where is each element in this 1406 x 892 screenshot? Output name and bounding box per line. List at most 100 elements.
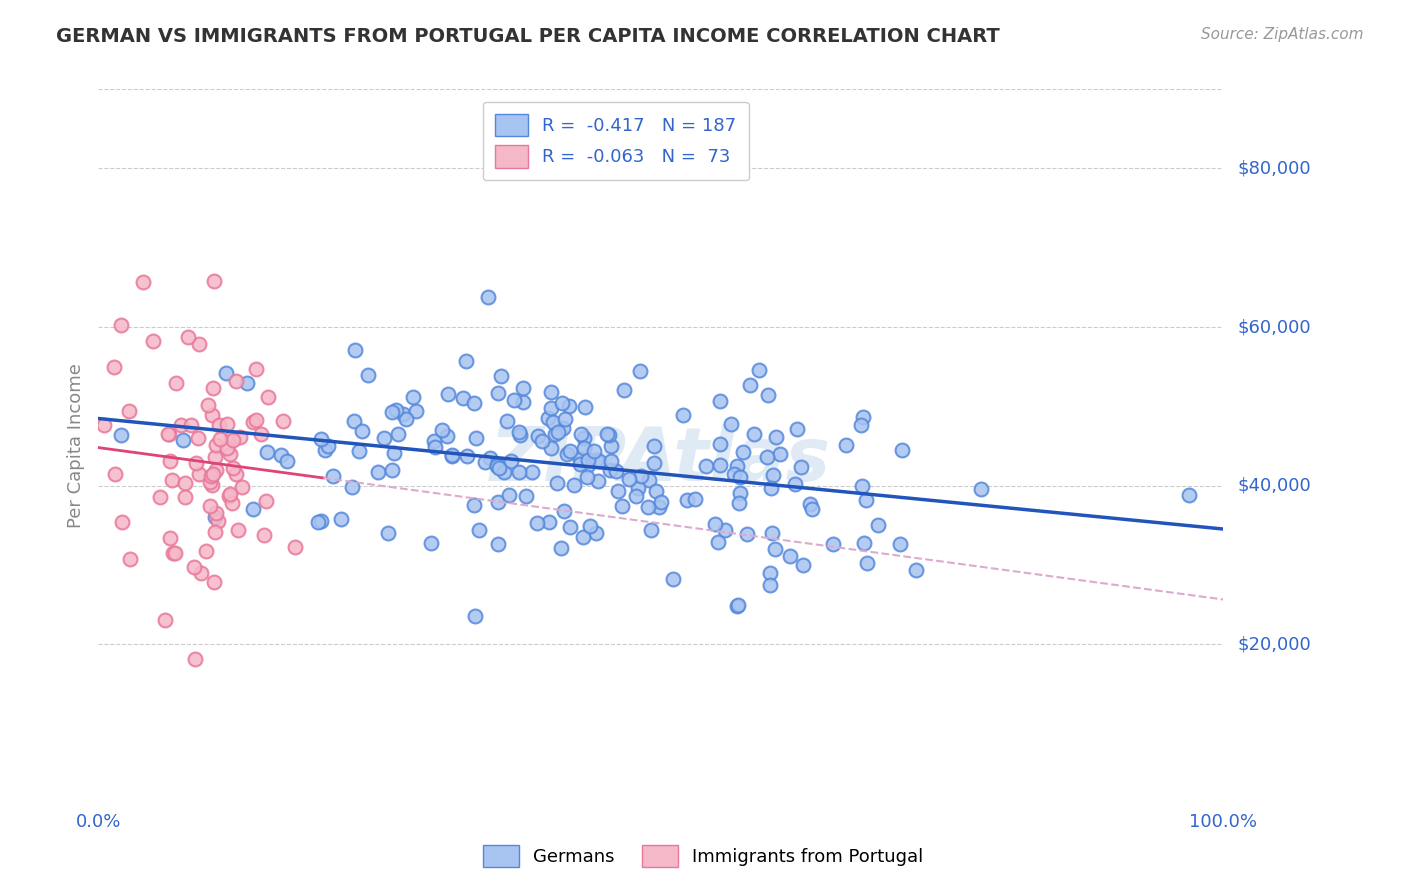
Germans	[486, 458, 509, 473]
Immigrants from Portugal	[225, 374, 247, 388]
Germans	[419, 536, 441, 550]
Immigrants from Portugal	[207, 514, 229, 528]
Germans	[309, 514, 332, 528]
Immigrants from Portugal	[231, 480, 253, 494]
Germans	[464, 431, 486, 445]
Germans	[377, 526, 399, 541]
Immigrants from Portugal	[218, 447, 240, 461]
Germans	[110, 427, 132, 442]
Germans	[627, 481, 650, 495]
Germans	[453, 392, 475, 406]
Germans	[423, 434, 446, 449]
Germans	[585, 525, 607, 540]
Germans	[613, 383, 636, 397]
Germans	[576, 453, 599, 467]
Germans	[905, 563, 928, 577]
Immigrants from Portugal	[200, 468, 222, 483]
Germans	[855, 492, 877, 507]
Germans	[381, 463, 404, 477]
Immigrants from Portugal	[271, 415, 294, 429]
Germans	[735, 527, 758, 541]
Germans	[763, 542, 786, 557]
Germans	[569, 457, 592, 471]
Germans	[568, 452, 591, 467]
Immigrants from Portugal	[149, 490, 172, 504]
Germans	[503, 392, 526, 407]
Germans	[855, 556, 877, 570]
Germans	[576, 470, 599, 484]
Germans	[486, 385, 509, 400]
Germans	[437, 386, 460, 401]
Germans	[491, 369, 513, 384]
Germans	[970, 482, 993, 496]
Germans	[600, 453, 623, 467]
Immigrants from Portugal	[256, 493, 278, 508]
Immigrants from Portugal	[197, 398, 219, 412]
Germans	[464, 609, 486, 624]
Germans	[727, 598, 749, 612]
Germans	[350, 424, 373, 438]
Immigrants from Portugal	[204, 575, 226, 590]
Immigrants from Portugal	[219, 487, 242, 501]
Germans	[704, 516, 727, 531]
Germans	[520, 465, 543, 479]
Germans	[557, 399, 579, 413]
Immigrants from Portugal	[202, 381, 225, 395]
Germans	[531, 434, 554, 449]
Text: $60,000: $60,000	[1237, 318, 1310, 336]
Immigrants from Portugal	[103, 359, 125, 374]
Germans	[474, 455, 496, 469]
Germans	[401, 390, 423, 404]
Germans	[546, 476, 568, 491]
Germans	[215, 366, 238, 380]
Immigrants from Portugal	[174, 475, 197, 490]
Germans	[610, 500, 633, 514]
Germans	[537, 410, 560, 425]
Immigrants from Portugal	[242, 415, 264, 429]
Germans	[762, 467, 785, 482]
Germans	[582, 444, 605, 458]
Germans	[742, 427, 765, 442]
Germans	[527, 429, 550, 443]
Germans	[643, 456, 665, 470]
Immigrants from Portugal	[245, 361, 267, 376]
Germans	[553, 421, 575, 435]
Immigrants from Portugal	[217, 441, 239, 455]
Immigrants from Portugal	[180, 417, 202, 432]
Germans	[256, 444, 278, 458]
Germans	[343, 415, 366, 429]
Germans	[486, 537, 509, 551]
Germans	[391, 408, 413, 422]
Germans	[468, 523, 491, 537]
Immigrants from Portugal	[198, 500, 221, 514]
Germans	[572, 441, 595, 455]
Germans	[638, 473, 661, 487]
Germans	[554, 412, 576, 426]
Immigrants from Portugal	[162, 473, 184, 487]
Germans	[723, 467, 745, 482]
Immigrants from Portugal	[162, 546, 184, 560]
Germans	[508, 425, 530, 439]
Immigrants from Portugal	[219, 431, 242, 445]
Germans	[373, 432, 395, 446]
Germans	[478, 451, 501, 466]
Germans	[574, 401, 596, 415]
Immigrants from Portugal	[111, 516, 134, 530]
Germans	[526, 516, 548, 530]
Immigrants from Portugal	[170, 418, 193, 433]
Germans	[456, 449, 478, 463]
Immigrants from Portugal	[187, 336, 209, 351]
Germans	[515, 489, 537, 503]
Immigrants from Portugal	[183, 560, 205, 574]
Germans	[761, 481, 783, 495]
Y-axis label: Per Capita Income: Per Capita Income	[66, 364, 84, 528]
Germans	[1178, 488, 1201, 502]
Germans	[889, 536, 911, 550]
Immigrants from Portugal	[204, 524, 226, 539]
Germans	[725, 599, 748, 614]
Germans	[488, 461, 510, 475]
Germans	[555, 447, 578, 461]
Germans	[558, 519, 581, 533]
Germans	[728, 496, 751, 510]
Immigrants from Portugal	[159, 531, 181, 545]
